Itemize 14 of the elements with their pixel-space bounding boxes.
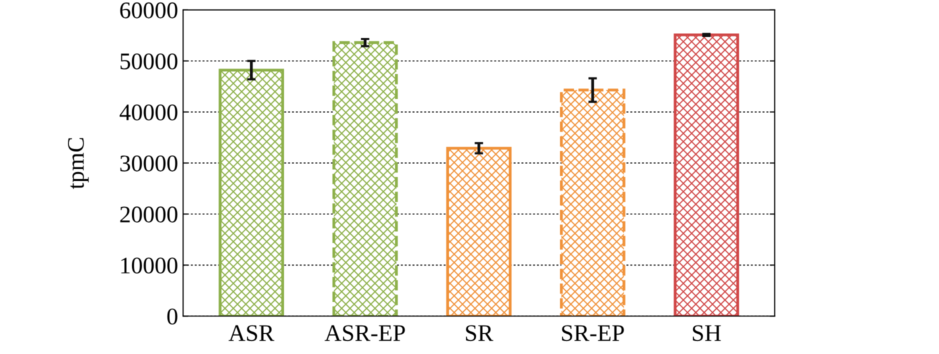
- bar: [674, 34, 740, 316]
- y-tick-label: 60000: [120, 2, 178, 18]
- x-tick-label: SR: [466, 325, 494, 342]
- y-tick-label: 20000: [120, 206, 178, 222]
- x-tick-label: ASR: [228, 325, 274, 342]
- y-tick-label: 40000: [120, 104, 178, 120]
- y-tick-label: 10000: [121, 258, 178, 274]
- x-tick-label: ASR-EP: [324, 325, 405, 342]
- y-tick-label: 50000: [120, 53, 178, 70]
- x-tick-label: SR-EP: [562, 325, 624, 342]
- y-tick-label: 30000: [120, 156, 178, 172]
- y-tick-label: 0: [167, 308, 178, 325]
- x-tick-label: SH: [692, 325, 721, 342]
- y-axis-title: tpmC: [68, 138, 89, 190]
